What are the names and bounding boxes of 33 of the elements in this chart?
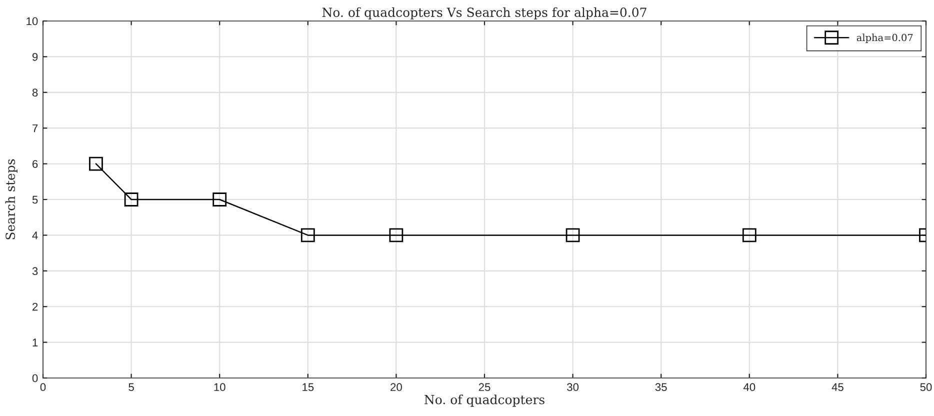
y-tick-label: 4 — [32, 232, 38, 240]
x-tick-label: 40 — [743, 383, 756, 392]
x-tick-label: 5 — [128, 383, 134, 392]
x-tick-label: 15 — [302, 383, 314, 392]
y-tick-label: 6 — [32, 160, 38, 168]
x-axis-title: No. of quadcopters — [424, 394, 544, 407]
legend-label: alpha=0.07 — [856, 34, 913, 44]
point — [389, 228, 404, 242]
x-tick-label: 20 — [390, 383, 402, 392]
x-tick-label: 35 — [655, 383, 667, 392]
chart-title: No. of quadcopters Vs Search steps for alpha=0.07 — [322, 7, 646, 20]
y-tick-label: 1 — [32, 338, 38, 346]
x-tick-label: 50 — [920, 383, 932, 392]
y-tick-label: 2 — [32, 302, 38, 311]
point — [566, 228, 580, 242]
x-tick-label: 30 — [567, 383, 579, 392]
x-tick-label: 25 — [478, 383, 490, 392]
x-tick-label: 0 — [40, 383, 46, 392]
x-tick-label: 10 — [214, 383, 226, 392]
y-tick-label: 0 — [32, 374, 38, 382]
y-tick-label: 8 — [32, 88, 38, 97]
y-tick-label: 10 — [26, 17, 38, 26]
y-tick-label: 5 — [32, 196, 38, 204]
y-tick-label: 7 — [32, 124, 38, 132]
y-axis-title: Search steps — [5, 159, 18, 240]
point — [212, 192, 227, 206]
point — [300, 228, 315, 242]
y-tick-label: 9 — [32, 52, 38, 61]
x-tick-label: 45 — [832, 383, 844, 392]
point — [124, 192, 138, 206]
point — [742, 228, 756, 242]
point — [89, 156, 103, 171]
y-tick-label: 3 — [32, 267, 38, 276]
